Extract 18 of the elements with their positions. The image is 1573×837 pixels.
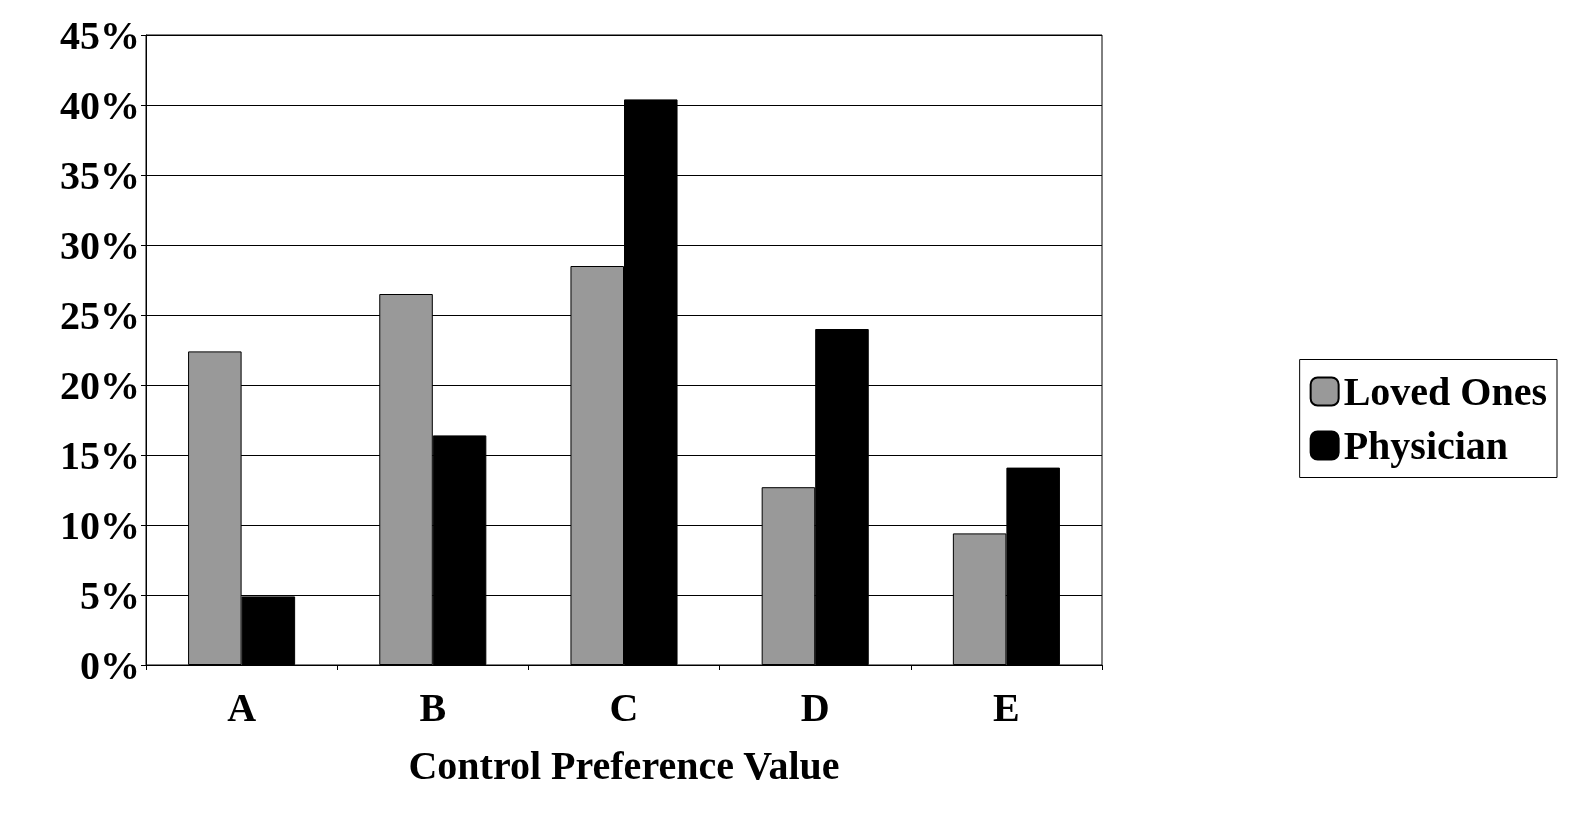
y-tick-label: 0% (80, 642, 140, 688)
y-tick-label: 25% (60, 292, 140, 338)
y-tick-label: 40% (60, 82, 140, 128)
y-tick-label: 15% (60, 432, 140, 478)
y-tick-label: 5% (80, 572, 140, 618)
x-tick-label: C (609, 684, 639, 730)
x-tick-label: E (993, 684, 1020, 730)
legend-label: Loved Ones (1343, 369, 1547, 414)
x-axis-title: Control Preference Value (408, 742, 840, 788)
x-tick-label: B (419, 684, 447, 730)
y-tick-label: 30% (60, 222, 140, 268)
y-tick-label: 10% (60, 502, 140, 548)
y-tick-label: 35% (60, 152, 140, 198)
x-tick-label: A (227, 684, 257, 730)
legend-label: Physician (1343, 423, 1509, 468)
x-tick-label: D (800, 684, 830, 730)
y-tick-label: 45% (60, 12, 140, 58)
y-tick-label: 20% (60, 362, 140, 408)
